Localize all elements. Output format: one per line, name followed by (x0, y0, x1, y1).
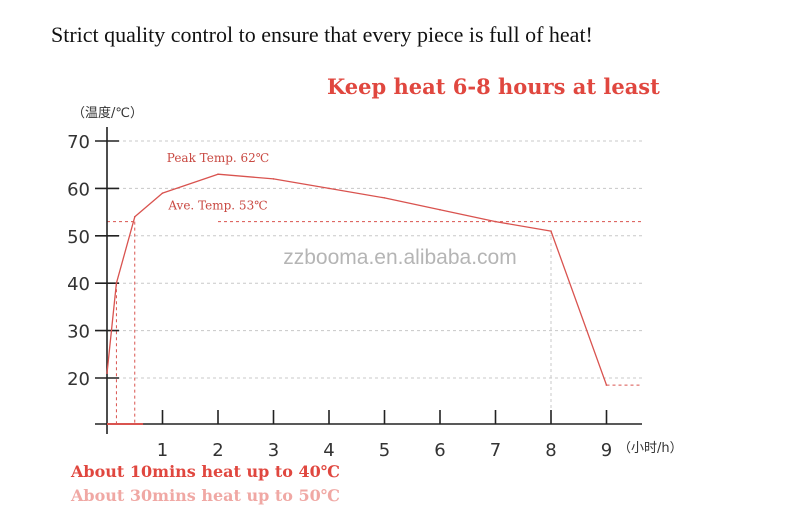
y-tick-label-70: 70 (67, 132, 90, 153)
data-point-6 (328, 187, 330, 190)
x-axis-label: （小时/h） (618, 441, 683, 456)
y-tick-label-60: 60 (67, 179, 90, 200)
data-point-5 (272, 178, 275, 180)
x-tick-label-1: 1 (157, 440, 168, 461)
y-tick-label-50: 50 (67, 227, 90, 248)
y-axis-label: （温度/℃） (72, 105, 143, 121)
data-point-3 (161, 192, 164, 194)
x-tick-label-9: 9 (601, 440, 612, 461)
data-point-11 (605, 384, 608, 386)
ave-temp-label: Ave. Temp. 53℃ (167, 199, 267, 213)
x-tick-label-4: 4 (323, 440, 334, 461)
data-point-0 (106, 372, 108, 375)
data-point-2 (133, 216, 136, 218)
note-30min-heat: About 30mins heat up to 50℃ (71, 486, 340, 505)
series-line-temperature (106, 173, 608, 386)
y-tick-label-40: 40 (67, 274, 90, 295)
y-tick-label-30: 30 (67, 322, 90, 343)
data-point-7 (383, 197, 386, 199)
watermark-text: zzbooma.en.alibaba.com (283, 246, 517, 269)
data-point-10 (550, 230, 552, 232)
x-tick-label-5: 5 (379, 440, 390, 461)
y-tick-label-20: 20 (67, 369, 90, 390)
data-point-1 (115, 282, 118, 285)
peak-temp-label: Peak Temp. 62℃ (167, 151, 269, 165)
note-10min-heat: About 10mins heat up to 40℃ (71, 462, 340, 481)
x-tick-label-3: 3 (268, 440, 279, 461)
watermark: zzbooma.en.alibaba.com (0, 246, 800, 270)
data-point-8 (439, 208, 441, 211)
x-tick-label-2: 2 (212, 440, 223, 461)
page-heading: Strict quality control to ensure that ev… (51, 22, 593, 47)
x-tick-label-7: 7 (490, 440, 501, 461)
chart-title: Keep heat 6-8 hours at least (327, 74, 660, 99)
x-tick-label-8: 8 (545, 440, 556, 461)
x-tick-label-6: 6 (434, 440, 445, 461)
data-point-9 (494, 220, 497, 223)
data-point-4 (217, 173, 219, 175)
